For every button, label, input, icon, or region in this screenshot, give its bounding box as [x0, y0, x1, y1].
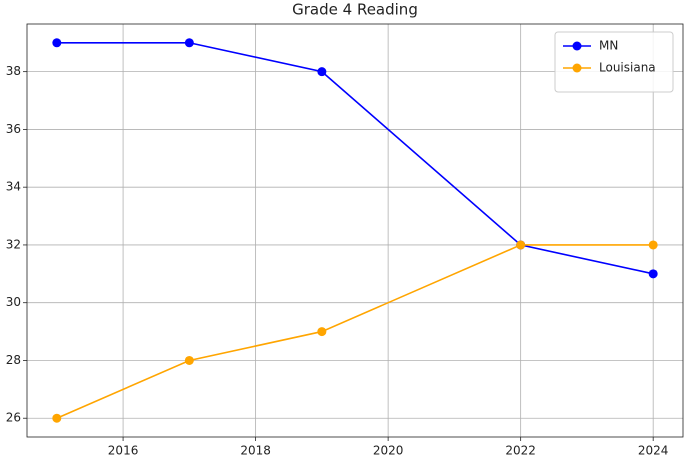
- point: [317, 327, 327, 337]
- y-tick-label: 36: [6, 122, 21, 136]
- y-tick-label: 34: [6, 180, 21, 194]
- legend-marker: [572, 41, 582, 51]
- y-tick-label: 28: [6, 353, 21, 367]
- point: [648, 240, 658, 250]
- point: [184, 38, 194, 48]
- x-tick-label: 2016: [108, 444, 139, 458]
- legend: MN Louisiana: [554, 31, 674, 93]
- y-tick-label: 32: [6, 237, 21, 251]
- legend-marker: [572, 63, 582, 73]
- point: [52, 413, 62, 423]
- legend-label: MN: [599, 39, 618, 53]
- x-tick-label: 2024: [638, 444, 669, 458]
- y-tick-label: 30: [6, 295, 21, 309]
- x-tick-label: 2020: [373, 444, 404, 458]
- x-tick-label: 2018: [240, 444, 271, 458]
- x-tick-label: 2022: [505, 444, 536, 458]
- point: [648, 269, 658, 279]
- series-line: [56, 244, 654, 419]
- point: [516, 240, 526, 250]
- legend-label: Louisiana: [599, 61, 656, 75]
- y-tick-label: 26: [6, 411, 21, 425]
- point: [52, 38, 62, 48]
- chart-title: Grade 4 Reading: [292, 1, 418, 19]
- legend-box: [554, 31, 674, 93]
- point: [184, 355, 194, 365]
- point: [317, 67, 327, 77]
- plot-frame: [26, 23, 684, 438]
- y-tick-label: 38: [6, 64, 21, 78]
